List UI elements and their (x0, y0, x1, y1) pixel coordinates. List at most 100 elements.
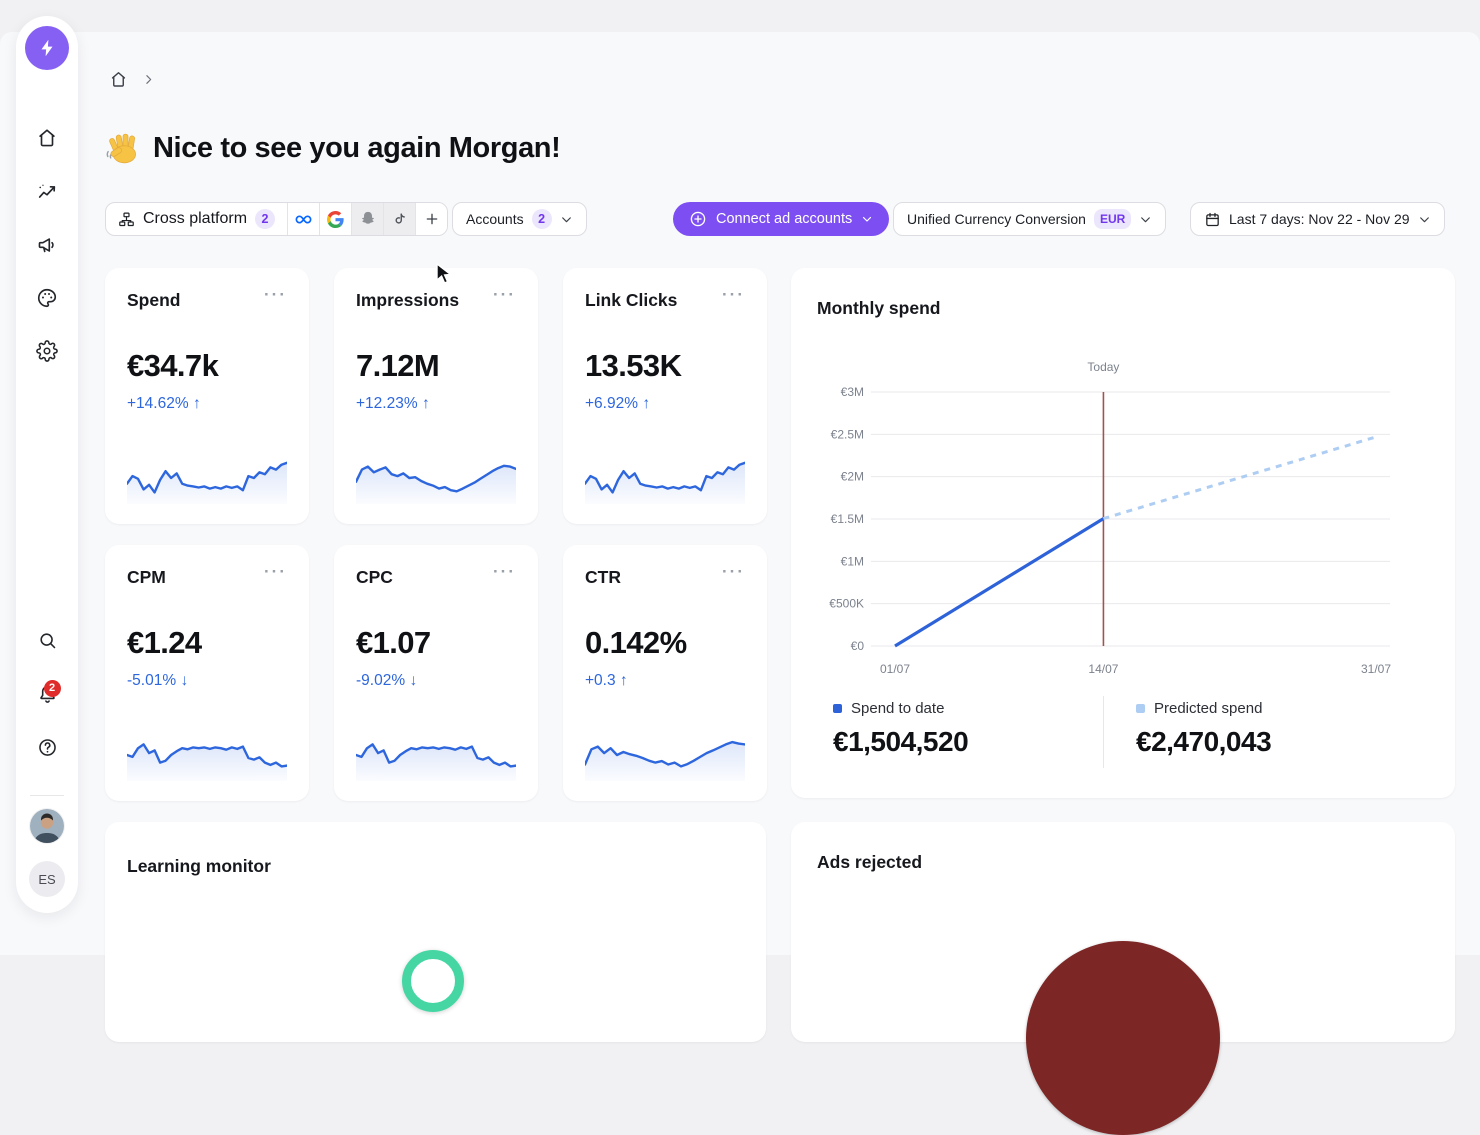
spend-to-date-label: Spend to date (851, 700, 945, 717)
svg-text:€2.5M: €2.5M (831, 427, 864, 441)
platform-filter-group: Cross platform 2 (105, 202, 449, 236)
kpi-menu-button[interactable]: ··· (722, 562, 745, 581)
kpi-menu-button[interactable]: ··· (493, 562, 516, 581)
kpi-sparkline (127, 461, 287, 504)
svg-text:€1M: €1M (841, 554, 864, 568)
kpi-card-ctr: CTR ··· 0.142% +0.3 ↑ (563, 545, 767, 801)
connect-ad-accounts-button[interactable]: Connect ad accounts (673, 202, 890, 236)
sidebar-item-campaigns[interactable] (27, 225, 67, 265)
kpi-sparkline (127, 743, 287, 781)
gear-icon (36, 340, 58, 362)
breadcrumb-home-button[interactable] (109, 70, 128, 89)
accounts-count-badge: 2 (531, 209, 552, 229)
sidebar-search-button[interactable] (27, 620, 67, 660)
date-range-label: Last 7 days: Nov 22 - Nov 29 (1229, 211, 1410, 227)
kpi-value: 13.53K (585, 348, 682, 383)
kpi-sparkline (356, 464, 516, 504)
svg-text:14/07: 14/07 (1088, 662, 1118, 676)
learning-monitor-card: Learning monitor (105, 822, 766, 1042)
sidebar-item-analytics[interactable] (27, 172, 67, 212)
user-avatar[interactable] (30, 809, 64, 843)
snapchat-icon (359, 210, 377, 228)
platform-tiktok-button[interactable] (383, 203, 416, 235)
change-arrow-icon: ↑ (619, 672, 628, 689)
sidebar-item-settings[interactable] (27, 331, 67, 371)
kpi-change: -5.01% ↓ (127, 672, 189, 689)
chevron-down-icon (861, 213, 873, 225)
change-arrow-icon: ↑ (192, 395, 201, 412)
app-logo[interactable] (25, 26, 69, 70)
kpi-title: CTR (585, 567, 621, 587)
help-icon (37, 737, 58, 758)
svg-text:€2M: €2M (841, 470, 864, 484)
home-icon (36, 127, 58, 149)
currency-label: Unified Currency Conversion (907, 211, 1086, 227)
sidebar-item-creative[interactable] (27, 278, 67, 318)
legend-spend-to-date: Spend to date €1,504,520 (833, 700, 969, 758)
sidebar-item-home[interactable] (27, 118, 67, 158)
spend-to-date-value: €1,504,520 (833, 726, 969, 757)
monthly-spend-chart: €3M €2.5M €2M €1.5M €1M €500K €0 Today 01/07 14/0… (829, 360, 1391, 676)
kpi-title: Spend (127, 290, 181, 310)
cross-platform-button[interactable]: Cross platform 2 (106, 203, 287, 235)
palette-icon (36, 287, 58, 309)
svg-text:31/07: 31/07 (1361, 662, 1391, 676)
page-title: Nice to see you again Morgan! (105, 130, 561, 166)
kpi-change: +12.23% ↑ (356, 395, 430, 412)
date-range-picker[interactable]: Last 7 days: Nov 22 - Nov 29 (1190, 202, 1445, 236)
learning-monitor-donut (402, 950, 464, 1012)
meta-icon (294, 210, 313, 229)
search-icon (37, 630, 58, 651)
predicted-spend-label: Predicted spend (1154, 700, 1263, 717)
kpi-change: +0.3 ↑ (585, 672, 628, 689)
plus-icon (424, 211, 440, 227)
platform-snapchat-button[interactable] (351, 203, 384, 235)
kpi-card-cpc: CPC ··· €1.07 -9.02% ↓ (334, 545, 538, 801)
cross-platform-count-badge: 2 (255, 209, 276, 229)
currency-badge: EUR (1093, 209, 1132, 229)
chevron-right-icon (142, 73, 155, 86)
predicted-spend-swatch (1136, 704, 1145, 713)
svg-text:01/07: 01/07 (880, 662, 910, 676)
monthly-spend-legend: Spend to date €1,504,520 Predicted spend… (791, 696, 1455, 780)
trend-chart-icon (36, 181, 58, 203)
kpi-menu-button[interactable]: ··· (722, 285, 745, 304)
breadcrumb (109, 70, 155, 89)
workspace-avatar[interactable]: ES (29, 861, 65, 897)
sidebar-notifications-button[interactable]: 2 (27, 674, 67, 714)
kpi-change: +14.62% ↑ (127, 395, 201, 412)
kpi-menu-button[interactable]: ··· (264, 285, 287, 304)
bell-icon: 2 (37, 679, 61, 705)
accounts-dropdown[interactable]: Accounts 2 (452, 202, 587, 236)
svg-text:€500K: €500K (829, 597, 864, 611)
chevron-down-icon (1418, 213, 1431, 226)
platform-meta-button[interactable] (287, 203, 320, 235)
platform-add-button[interactable] (415, 203, 448, 235)
kpi-title: CPC (356, 567, 393, 587)
chevron-down-icon (560, 213, 573, 226)
sidebar-help-button[interactable] (27, 727, 67, 767)
wave-emoji-icon (105, 130, 141, 166)
legend-divider (1103, 696, 1104, 768)
svg-text:€1.5M: €1.5M (831, 512, 864, 526)
kpi-card-impressions: Impressions ··· 7.12M +12.23% ↑ (334, 268, 538, 524)
change-arrow-icon: ↓ (180, 672, 189, 689)
learning-monitor-title: Learning monitor (127, 856, 271, 876)
kpi-value: 0.142% (585, 625, 687, 660)
kpi-sparkline (585, 740, 745, 781)
kpi-card-spend: Spend ··· €34.7k +14.62% ↑ (105, 268, 309, 524)
platform-google-button[interactable] (319, 203, 352, 235)
notification-badge: 2 (43, 679, 61, 697)
kpi-title: Impressions (356, 290, 460, 310)
svg-text:Today: Today (1087, 360, 1119, 374)
kpi-menu-button[interactable]: ··· (493, 285, 516, 304)
ads-rejected-card: Ads rejected (791, 822, 1455, 1135)
change-arrow-icon: ↓ (409, 672, 418, 689)
currency-conversion-dropdown[interactable]: Unified Currency Conversion EUR (893, 202, 1167, 236)
sidebar-divider (30, 795, 64, 796)
kpi-value: €34.7k (127, 348, 219, 383)
change-arrow-icon: ↑ (642, 395, 651, 412)
kpi-change: +6.92% ↑ (585, 395, 651, 412)
kpi-menu-button[interactable]: ··· (264, 562, 287, 581)
kpi-value: €1.24 (127, 625, 202, 660)
